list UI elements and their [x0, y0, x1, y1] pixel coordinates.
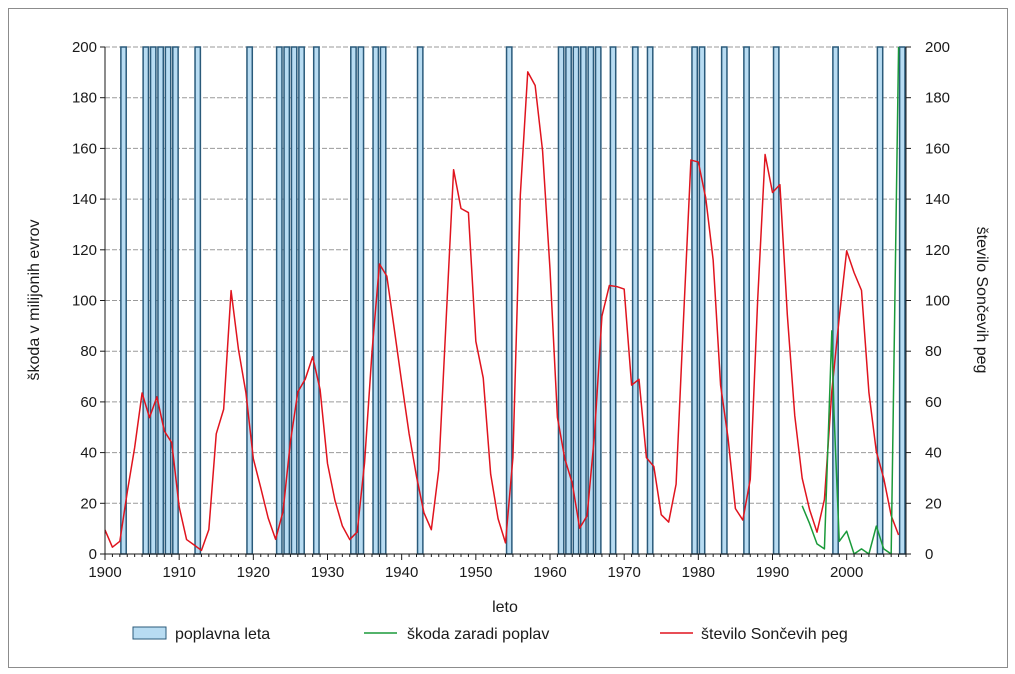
- y-left-tick-label: 120: [72, 242, 97, 259]
- flood-year-bar-1966: [594, 46, 602, 555]
- x-tick-label: 1920: [237, 564, 270, 581]
- legend-swatch-flood-years: [132, 626, 167, 640]
- y-right-tick-label: 120: [925, 242, 950, 259]
- legend: poplavna leta škoda zaradi poplav števil…: [132, 626, 848, 643]
- damage-series-line: [801, 46, 900, 555]
- y-right-tick-label: 60: [925, 394, 942, 411]
- y-right-tick-label: 180: [925, 90, 950, 107]
- x-tick-label: 1950: [459, 564, 492, 581]
- y-left-tick-label: 100: [72, 293, 97, 310]
- flood-year-bar-1907: [157, 46, 165, 555]
- flood-year-bar-1971: [631, 46, 639, 555]
- left-tick-labels: 0 20 40 60 80 100 120 140 160 180 200: [72, 39, 97, 563]
- flood-year-bar-1964: [579, 46, 587, 555]
- flood-year-bar-1933: [350, 46, 357, 555]
- flood-year-bar-1906: [149, 46, 157, 555]
- y-left-tick-label: 180: [72, 90, 97, 107]
- flood-year-bar-1905: [142, 46, 150, 555]
- flood-year-bar-1925: [290, 46, 298, 555]
- y-left-tick-label: 160: [72, 140, 97, 157]
- y-left-tick-label: 20: [80, 495, 97, 512]
- x-axis-title: leto: [492, 599, 518, 616]
- y-left-tick-label: 0: [89, 546, 97, 563]
- flood-year-bar-1912: [194, 46, 202, 555]
- y-right-tick-label: 20: [925, 495, 942, 512]
- x-tick-label: 2000: [830, 564, 863, 581]
- axes: [100, 46, 911, 560]
- flood-year-bar-1973: [646, 46, 654, 555]
- series-lines: [104, 46, 900, 555]
- flood-year-bar-1986: [743, 46, 750, 555]
- flood-year-bar-2004: [876, 46, 884, 555]
- y-left-tick-label: 200: [72, 39, 97, 56]
- x-tick-labels: 1900 1910 1920 1930 1940 1950 1960 1970 1980 1990…: [88, 564, 863, 581]
- flood-year-bar-1968: [609, 46, 617, 555]
- x-tick-label: 1910: [162, 564, 195, 581]
- legend-label-flood-years: poplavna leta: [175, 626, 270, 643]
- y-right-tick-label: 100: [925, 293, 950, 310]
- flood-year-bar-1990: [772, 46, 780, 555]
- x-tick-label: 1960: [533, 564, 566, 581]
- flood-year-bar-1961: [557, 46, 565, 555]
- flood-year-bar-1942: [416, 46, 424, 555]
- flood-year-bar-1983: [720, 46, 728, 555]
- left-axis-title: škoda v milijonih evrov: [26, 220, 43, 381]
- y-right-tick-label: 80: [925, 343, 942, 360]
- sunspot-series-line: [104, 71, 900, 552]
- y-left-tick-label: 140: [72, 191, 97, 208]
- flood-year-bar-1937: [379, 46, 387, 555]
- x-tick-label: 1930: [311, 564, 344, 581]
- x-tick-label: 1990: [756, 564, 789, 581]
- right-tick-labels: 0 20 40 60 80 100 120 140 160 180 200: [925, 39, 950, 563]
- flood-year-bar-1998: [832, 46, 839, 555]
- flood-year-bar-1928: [312, 46, 320, 555]
- legend-label-damage: škoda zaradi poplav: [407, 626, 549, 643]
- flood-year-bar-1919: [246, 46, 254, 555]
- legend-item-sunspots: število Sončevih peg: [660, 626, 848, 643]
- x-tick-label: 1970: [607, 564, 640, 581]
- x-tick-label: 1940: [385, 564, 418, 581]
- flood-year-bar-1979: [691, 46, 699, 555]
- y-left-tick-label: 40: [80, 445, 97, 462]
- y-right-tick-label: 140: [925, 191, 950, 208]
- y-right-tick-label: 0: [925, 546, 933, 563]
- flood-year-bar-1963: [572, 46, 580, 555]
- flood-year-bar-2007: [898, 46, 906, 555]
- flood-year-bar-1926: [298, 46, 305, 555]
- flood-year-bar-1902: [120, 46, 127, 555]
- y-right-tick-label: 160: [925, 140, 950, 157]
- y-right-tick-label: 200: [925, 39, 950, 56]
- flood-year-bar-1908: [164, 46, 172, 555]
- x-tick-label: 1980: [682, 564, 715, 581]
- legend-label-sunspots: število Sončevih peg: [701, 626, 848, 643]
- legend-item-damage: škoda zaradi poplav: [364, 626, 549, 643]
- legend-item-flood-years: poplavna leta: [132, 626, 270, 643]
- y-right-tick-label: 40: [925, 445, 942, 462]
- chart-frame: 0 20 40 60 80 100 120 140 160 180 200 0 20 40 60 80 100…: [8, 8, 1008, 668]
- gridlines: [105, 46, 906, 504]
- x-tick-label: 1900: [88, 564, 121, 581]
- flood-year-bar-1923: [275, 46, 283, 555]
- chart: 0 20 40 60 80 100 120 140 160 180 200 0 20 40 60 80 100…: [26, 39, 990, 643]
- y-left-tick-label: 60: [80, 394, 97, 411]
- y-left-tick-label: 80: [80, 343, 97, 360]
- flood-year-bar-1980: [698, 46, 706, 555]
- right-axis-title: število Sončevih peg: [973, 227, 990, 374]
